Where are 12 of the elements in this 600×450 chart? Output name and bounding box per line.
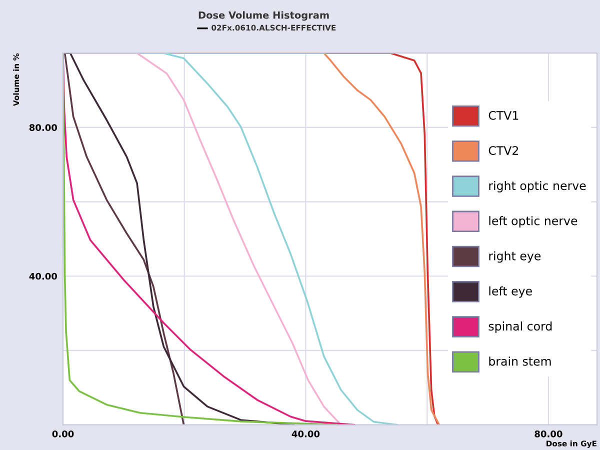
legend-label: spinal cord [488,321,552,333]
legend-label: brain stem [489,356,551,366]
x-tick-label: 80.00 [534,430,562,438]
legend-label: right eye [489,251,541,263]
legend-label: right optic nerve [489,180,586,192]
legend-label: left optic nerve [489,216,578,228]
chart-title: Dose Volume Histogram [198,11,329,21]
legend-label: CTV1 [488,110,518,120]
x-tick-label: 40.00 [292,430,320,438]
x-tick-label: 0.00 [52,430,74,438]
legend-label: left eye [489,286,532,298]
legend-label: CTV2 [488,146,518,156]
